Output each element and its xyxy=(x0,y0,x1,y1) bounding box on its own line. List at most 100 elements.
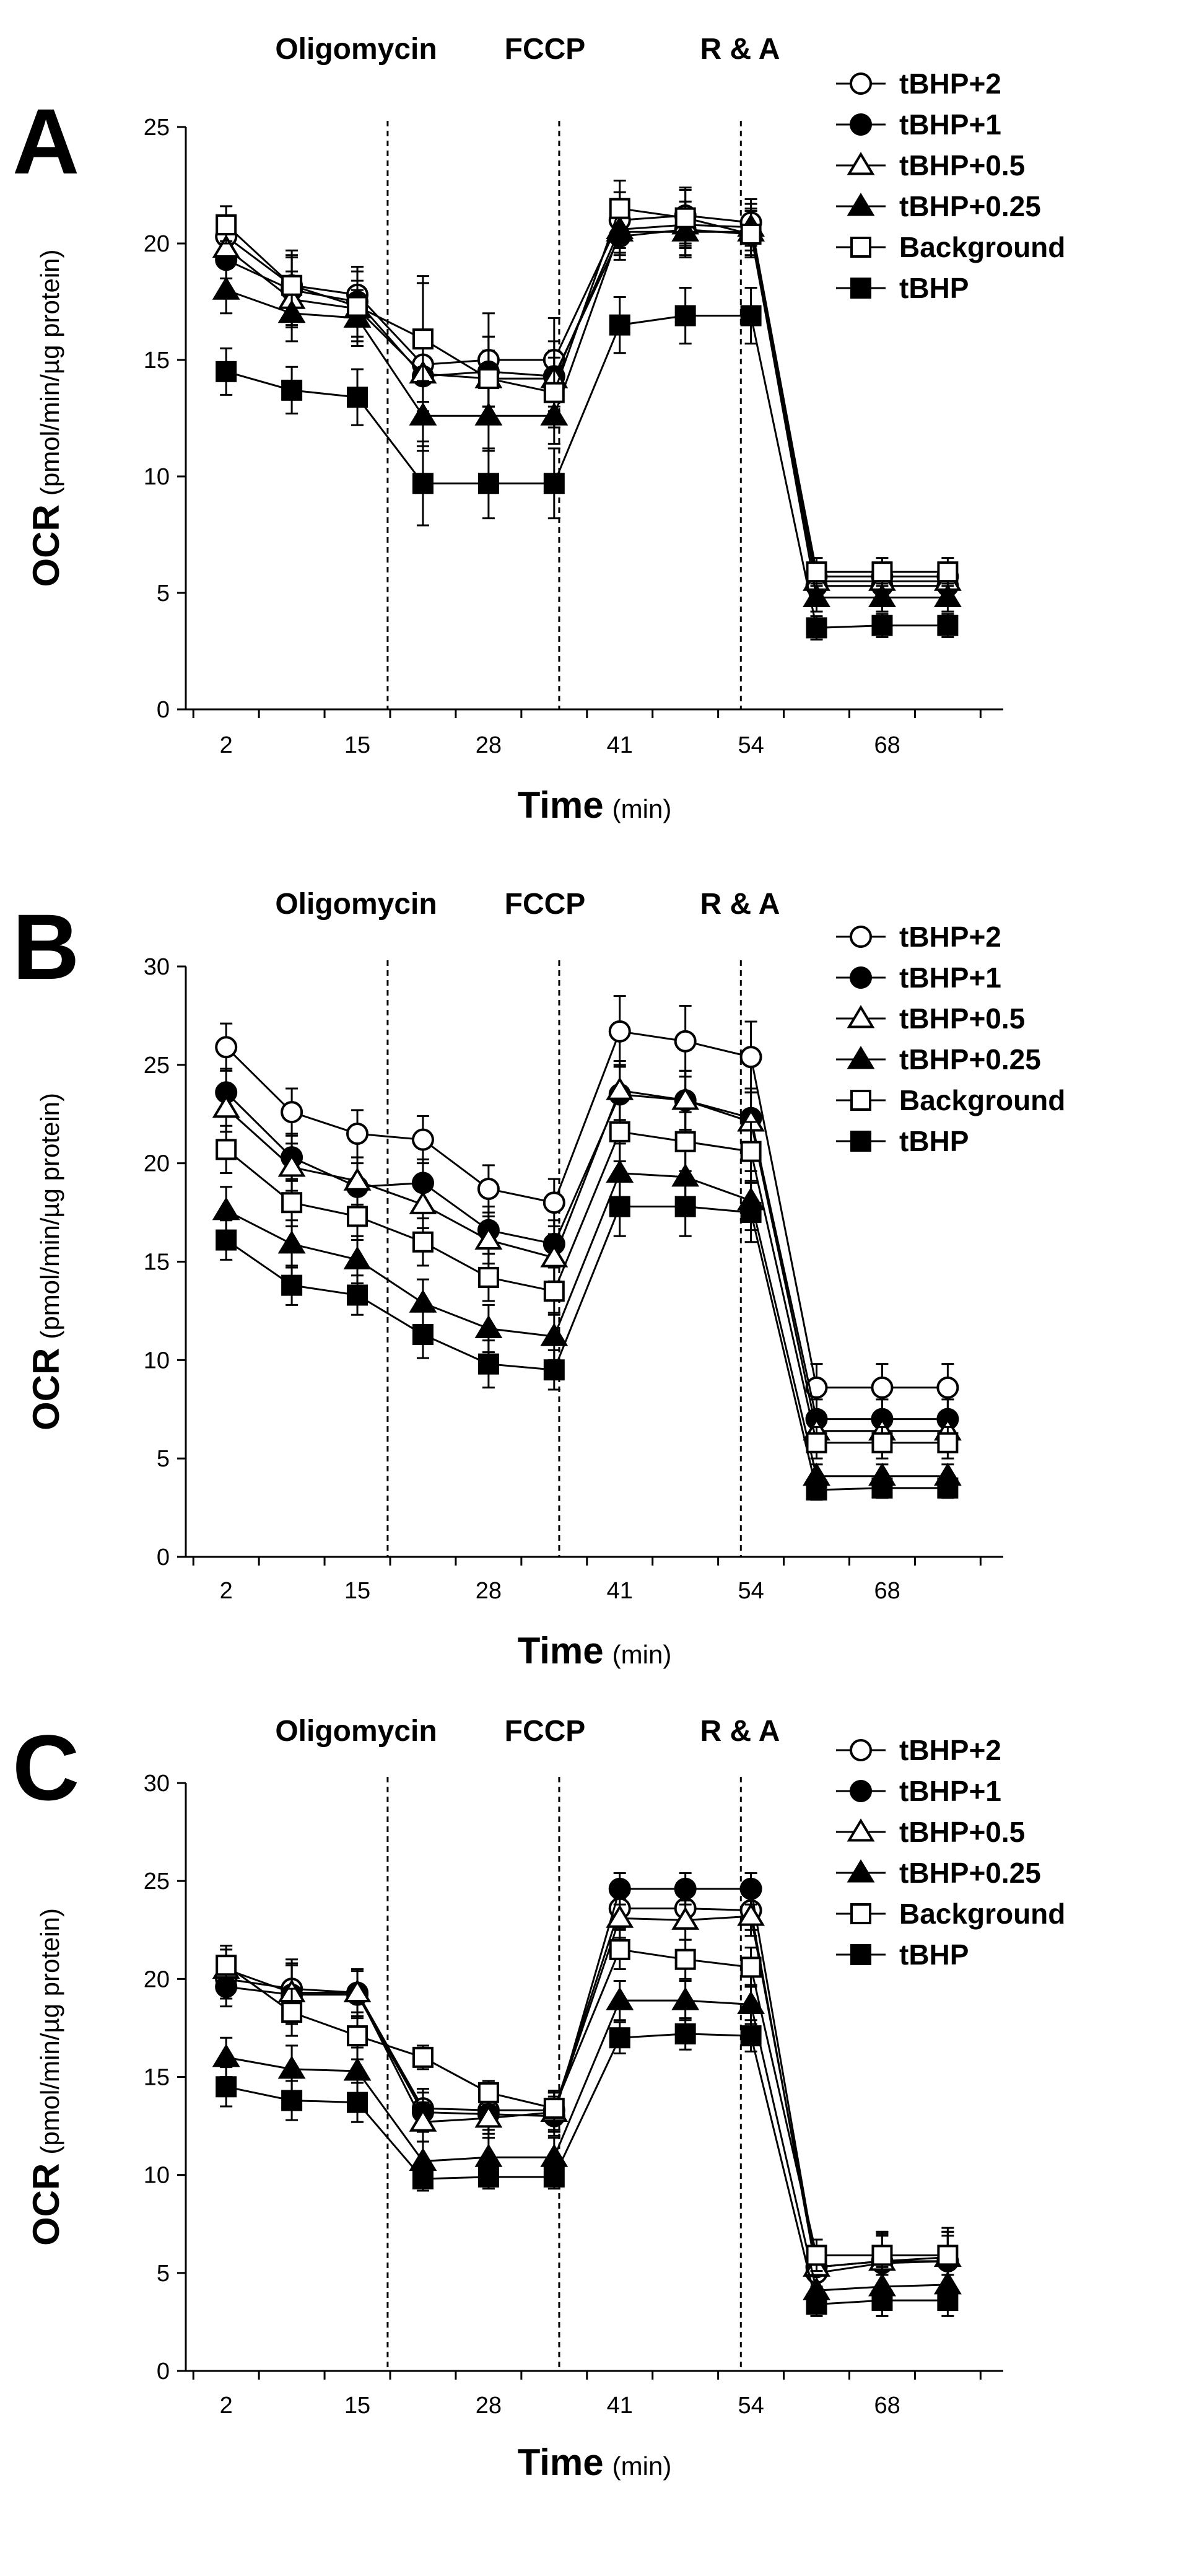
data-point xyxy=(543,1191,565,1214)
data-point xyxy=(609,1121,630,1142)
data-point xyxy=(937,1477,959,1499)
x-tick-label: 54 xyxy=(738,2393,764,2419)
x-tick-label: 28 xyxy=(476,1578,502,1604)
ocr-chart-a: A 0 5 10 15 20 25 2 15 28 41 54 68 Oligomycin FCCP R & … xyxy=(12,33,1065,826)
legend-marker xyxy=(850,1944,871,1965)
legend-marker xyxy=(847,152,875,175)
series-line xyxy=(225,207,948,573)
injection-label: Oligomycin xyxy=(275,888,437,921)
data-point xyxy=(216,214,237,235)
series-line xyxy=(225,1948,948,2256)
series-background xyxy=(216,1929,959,2276)
x-tick-label: 15 xyxy=(344,2393,370,2419)
data-point xyxy=(477,368,499,390)
legend-marker xyxy=(850,926,872,948)
legend-label: tBHP+0.5 xyxy=(899,149,1025,182)
legend-label: tBHP+0.25 xyxy=(899,1857,1041,1889)
y-tick-label: 20 xyxy=(144,231,170,257)
data-point xyxy=(609,198,630,219)
data-point xyxy=(606,1904,634,1928)
x-tick-label: 68 xyxy=(874,1578,900,1604)
y-tick-label: 25 xyxy=(144,1053,170,1079)
data-point xyxy=(474,1226,503,1250)
data-point xyxy=(608,1020,631,1043)
series-tbhp-1 xyxy=(215,1872,959,2292)
x-tick-label: 41 xyxy=(607,2393,633,2419)
data-point xyxy=(871,1477,893,1499)
data-point xyxy=(281,1101,303,1124)
data-point xyxy=(674,207,696,229)
legend-marker xyxy=(850,1090,871,1111)
data-point xyxy=(474,2105,503,2128)
data-point xyxy=(674,1030,697,1053)
data-point xyxy=(477,2166,499,2188)
data-point xyxy=(671,1987,700,2010)
x-tick-label: 41 xyxy=(607,1578,633,1604)
data-point xyxy=(347,1284,368,1306)
y-tick-label: 30 xyxy=(144,954,170,980)
legend-marker xyxy=(850,1739,872,1761)
data-point xyxy=(409,402,437,426)
panel-letter: B xyxy=(12,895,79,999)
data-point xyxy=(806,1479,827,1500)
series-tbhp-0-25 xyxy=(212,208,962,613)
data-point xyxy=(609,1196,630,1217)
series-tbhp-2 xyxy=(215,995,959,1413)
injection-label: FCCP xyxy=(505,888,586,921)
x-tick-label: 2 xyxy=(220,1578,233,1604)
data-point xyxy=(543,473,565,494)
data-point xyxy=(609,314,630,336)
x-tick-label: 2 xyxy=(220,732,233,758)
data-point xyxy=(609,1939,630,1960)
data-point xyxy=(216,361,237,382)
panel-c: C 0 5 10 15 20 25 30 2 15 28 41 54 68 Oligomycin FCCP R … xyxy=(0,1710,1194,2565)
y-tick-label: 30 xyxy=(144,1771,170,1797)
series-tbhp-0-5 xyxy=(212,1895,962,2292)
legend-label: Background xyxy=(899,231,1065,263)
series-line xyxy=(225,228,948,587)
data-point xyxy=(343,1246,372,1269)
legend-marker xyxy=(850,72,872,95)
data-point xyxy=(281,379,303,401)
injection-label: FCCP xyxy=(505,33,586,66)
legend-item: tBHP+0.25 xyxy=(836,190,1041,222)
data-point xyxy=(281,2090,303,2111)
data-point xyxy=(474,1315,503,1339)
legend-label: tBHP+0.5 xyxy=(899,1816,1025,1848)
legend-item: tBHP xyxy=(836,1939,969,1971)
legend-label: tBHP+0.25 xyxy=(899,1043,1041,1076)
legend-item: tBHP+1 xyxy=(836,962,1001,994)
data-point xyxy=(412,328,434,350)
data-point xyxy=(737,1903,765,1926)
data-point xyxy=(671,1906,700,1930)
y-tick-label: 0 xyxy=(157,697,170,723)
x-tick-label: 15 xyxy=(344,1578,370,1604)
series-line xyxy=(225,2033,948,2306)
x-axis-title: Time (min) xyxy=(518,1630,672,1671)
data-point xyxy=(740,305,762,326)
legend-item: tBHP+0.5 xyxy=(836,1816,1025,1848)
y-tick-label: 20 xyxy=(144,1151,170,1177)
series-tbhp xyxy=(216,2017,959,2317)
data-point xyxy=(477,1266,499,1288)
data-point xyxy=(543,1359,565,1381)
data-point xyxy=(346,1123,369,1146)
data-point xyxy=(347,296,368,317)
data-point xyxy=(937,615,959,636)
data-point xyxy=(216,1955,237,1976)
data-point xyxy=(216,1229,237,1251)
x-tick-label: 68 xyxy=(874,732,900,758)
data-point xyxy=(409,1289,437,1313)
series-line xyxy=(225,230,948,599)
legend-label: tBHP+2 xyxy=(899,68,1001,100)
data-point xyxy=(543,382,565,403)
series-line xyxy=(225,214,948,578)
y-tick-label: 15 xyxy=(144,2065,170,2091)
legend-item: tBHP xyxy=(836,1125,969,1157)
data-point xyxy=(674,2023,696,2044)
data-point xyxy=(543,1281,565,1302)
legend-item: Background xyxy=(836,231,1065,263)
data-point xyxy=(740,2025,762,2047)
data-point xyxy=(216,2076,237,2098)
x-tick-label: 28 xyxy=(476,2393,502,2419)
